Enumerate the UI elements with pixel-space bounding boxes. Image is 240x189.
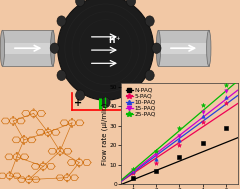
Point [224,89,228,92]
Ellipse shape [50,43,59,53]
Ellipse shape [51,30,55,66]
Legend: N-PAQ, 5-PAQ, 10-PAQ, 15-PAQ, 25-PAQ: N-PAQ, 5-PAQ, 10-PAQ, 15-PAQ, 25-PAQ [125,87,156,117]
Point [201,121,204,124]
Y-axis label: Flow rate (μl/min): Flow rate (μl/min) [102,103,108,165]
Point [178,144,181,147]
Ellipse shape [207,30,211,66]
Point [201,111,204,114]
Point [154,161,158,164]
Ellipse shape [76,90,85,100]
Point [224,84,228,87]
Point [154,169,158,172]
Point [154,150,158,153]
Ellipse shape [101,97,110,108]
Point [131,171,135,174]
Ellipse shape [76,0,85,6]
Ellipse shape [57,16,66,26]
Ellipse shape [58,0,154,100]
Point [131,169,135,172]
Point [131,169,135,172]
Point [178,134,181,137]
Point [154,154,158,157]
Ellipse shape [156,30,161,66]
Text: +: + [74,98,82,108]
Point [224,101,228,104]
Point [201,103,204,106]
Bar [158,30,209,66]
Point [178,126,181,129]
Point [178,156,181,159]
Point [154,157,158,160]
Ellipse shape [0,30,5,66]
Point [131,167,135,170]
Text: H$^+$: H$^+$ [108,35,122,46]
Point [201,115,204,118]
Point [224,126,228,129]
Text: −: − [124,98,133,108]
Point [224,95,228,98]
Point [201,142,204,145]
Bar [2,30,53,66]
Bar [2,43,53,54]
Point [131,177,135,180]
Ellipse shape [145,70,154,81]
Ellipse shape [126,0,136,6]
Bar [158,43,209,54]
Point [178,138,181,141]
Ellipse shape [152,43,161,53]
Ellipse shape [57,70,66,81]
Ellipse shape [145,16,154,26]
Ellipse shape [126,90,136,100]
